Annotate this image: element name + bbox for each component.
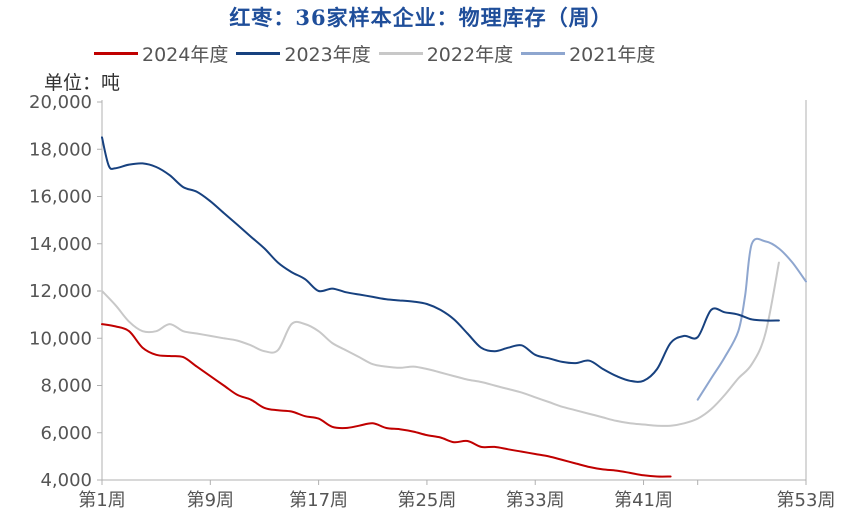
series-line-2024年度 [101, 323, 672, 478]
y-tick-label: 6,000 [40, 423, 92, 444]
series-line-2023年度 [101, 136, 780, 383]
x-tick-label: 第9周 [187, 490, 234, 511]
legend: 2024年度 2023年度 2022年度 2021年度 [94, 40, 663, 66]
legend-label: 2023年度 [284, 43, 371, 66]
legend-swatch [378, 51, 423, 55]
y-tick-label: 20,000 [29, 92, 92, 113]
legend-swatch [236, 51, 281, 55]
series-line-2022年度 [101, 261, 780, 427]
legend-label: 2022年度 [426, 43, 514, 66]
x-tick-label: 第33周 [506, 490, 565, 511]
y-tick-label: 8,000 [40, 376, 92, 397]
y-tick-label: 18,000 [29, 139, 92, 160]
legend-swatch [521, 51, 566, 55]
legend-label: 2021年度 [569, 43, 656, 66]
legend-item: 2023年度 [236, 40, 371, 67]
y-tick-label: 16,000 [29, 187, 92, 208]
legend-item: 2021年度 [521, 40, 655, 67]
series-line-2021年度 [696, 237, 807, 401]
y-tick-label: 14,000 [29, 234, 92, 255]
legend-item: 2022年度 [378, 40, 514, 67]
series-layer [101, 136, 807, 478]
chart-title: 红枣：36家样本企业：物理库存（周） [229, 5, 613, 30]
x-tick-label: 第53周 [777, 490, 836, 511]
axes: 4,000 6,000 8,000 10,000 12,000 14,000 16,000 1… [29, 92, 835, 511]
y-tick-label: 10,000 [29, 328, 92, 349]
legend-item: 2024年度 [94, 40, 228, 67]
x-tick-label: 第25周 [397, 490, 456, 511]
x-tick-label: 第1周 [78, 490, 125, 511]
legend-swatch [94, 51, 138, 55]
y-tick-label: 4,000 [40, 470, 92, 491]
x-tick-label: 第41周 [614, 490, 673, 511]
y-tick-label: 12,000 [29, 281, 92, 302]
unit-label: 单位：吨 [44, 72, 121, 94]
x-tick-label: 第17周 [289, 490, 348, 511]
legend-label: 2024年度 [142, 43, 229, 66]
